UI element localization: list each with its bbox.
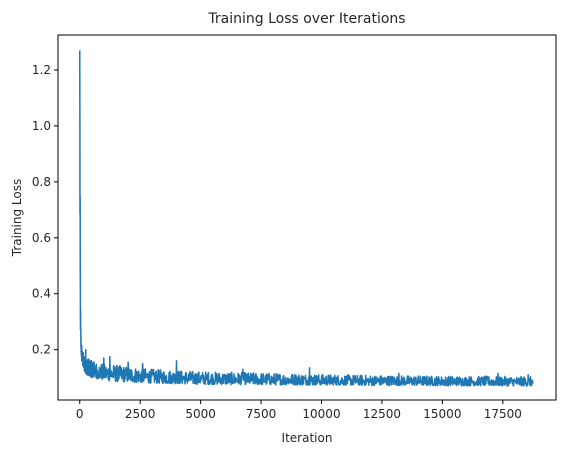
y-tick-label: 1.2 [32,63,51,77]
y-axis-ticks: 0.2 0.4 0.6 0.8 1.0 1.2 [32,63,58,357]
y-tick-label: 0.2 [32,343,51,357]
x-axis-ticks: 0 2500 5000 7500 10000 12500 15000 17500 [76,400,522,421]
plot-frame [57,34,557,401]
x-tick-label: 7500 [246,407,277,421]
y-axis-label: Training Loss [10,179,24,257]
y-tick-label: 1.0 [32,119,51,133]
chart-title: Training Loss over Iterations [207,11,405,27]
axes-group: 0 2500 5000 7500 10000 12500 15000 17500 0.2 0.4… [32,34,557,421]
x-tick-label: 15000 [423,407,461,421]
plot-area [79,50,534,387]
x-tick-label: 12500 [363,407,401,421]
y-tick-label: 0.4 [32,287,51,301]
x-tick-label: 10000 [302,407,340,421]
x-tick-label: 17500 [484,407,522,421]
series-line [79,50,534,387]
x-tick-label: 2500 [125,407,156,421]
x-axis-label: Iteration [282,431,333,445]
x-tick-label: 5000 [185,407,216,421]
y-tick-label: 0.6 [32,231,51,245]
x-tick-label: 0 [76,407,84,421]
series-group [79,50,534,387]
y-tick-label: 0.8 [32,175,51,189]
